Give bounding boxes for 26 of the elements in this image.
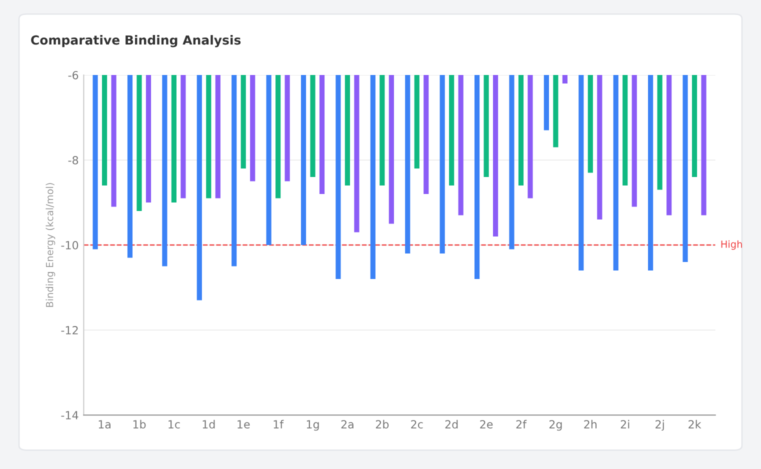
x-tick-label: 2d xyxy=(445,420,458,429)
y-tick-label: -12 xyxy=(61,326,78,334)
x-tick-label: 1f xyxy=(274,420,284,428)
x-tick-label: 2i xyxy=(620,420,630,428)
y-tick-label: -10 xyxy=(61,241,78,250)
x-tick-label: 2h xyxy=(584,420,597,428)
x-tick-label: 1d xyxy=(202,420,215,429)
y-tick-label: -14 xyxy=(61,411,78,420)
y-axis-title: Binding Energy (kcal/mol) xyxy=(46,183,56,307)
x-tick-label: 2j xyxy=(656,420,664,431)
y-tick-label: -8 xyxy=(68,156,78,164)
x-tick-label: 2a xyxy=(341,420,354,429)
x-tick-label: 2k xyxy=(688,420,702,428)
ref-line-label: High xyxy=(721,240,742,250)
x-tick-label: 2b xyxy=(376,420,389,429)
x-tick-label: 1b xyxy=(133,420,146,429)
x-tick-label: 1g xyxy=(306,420,319,431)
x-tick-label: 1c xyxy=(168,420,180,429)
chart-title: Comparative Binding Analysis xyxy=(31,35,241,48)
x-tick-label: 2g xyxy=(549,420,562,431)
x-tick-label: 2c xyxy=(411,420,423,429)
x-tick-label: 1e xyxy=(238,420,250,429)
x-tick-label: 2f xyxy=(516,420,527,428)
x-tick-label: 2e xyxy=(480,420,493,429)
y-tick-label: -6 xyxy=(68,71,78,80)
x-tick-label: 1a xyxy=(98,420,110,429)
